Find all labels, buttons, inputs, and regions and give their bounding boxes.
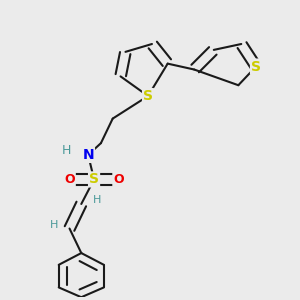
Text: O: O	[113, 173, 124, 186]
Text: S: S	[143, 89, 153, 103]
Text: N: N	[82, 148, 94, 162]
Text: S: S	[251, 60, 261, 74]
Text: H: H	[93, 195, 101, 205]
Text: O: O	[64, 173, 75, 186]
Text: H: H	[62, 145, 71, 158]
Text: H: H	[50, 220, 58, 230]
Text: S: S	[89, 172, 99, 186]
